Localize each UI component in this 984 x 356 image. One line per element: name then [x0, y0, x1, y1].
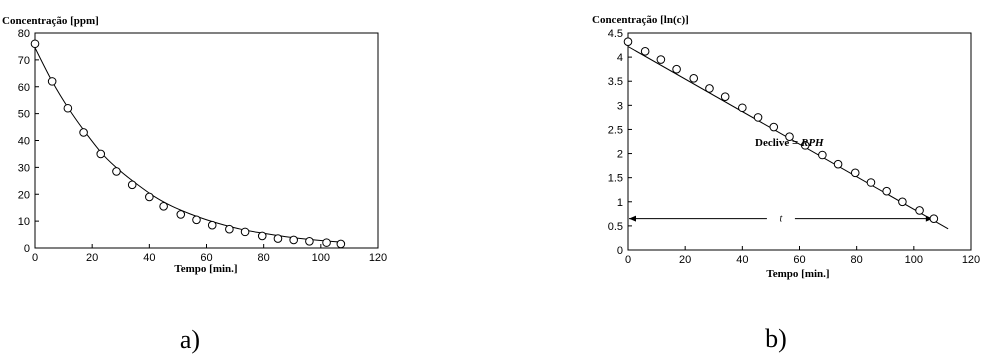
data-point: [705, 84, 714, 93]
data-point: [336, 239, 346, 249]
panel-b-slope-annotation: Declive = RPH: [755, 137, 824, 149]
arrow-right-icon: [925, 215, 933, 222]
data-point: [850, 168, 860, 178]
y-tick-label: 80: [18, 28, 30, 40]
y-tick-label: 2.5: [608, 124, 623, 136]
y-tick-label: 40: [18, 136, 30, 148]
y-tick-label: 0: [617, 245, 623, 257]
data-point: [322, 238, 331, 247]
y-tick-label: 20: [18, 189, 30, 201]
y-tick-label: 10: [18, 216, 30, 228]
x-tick-label: 120: [369, 252, 387, 264]
y-tick-label: 3.5: [608, 76, 623, 88]
y-tick-label: 2: [617, 149, 623, 161]
panel-b-y-axis: 0 0.5 1 1.5 2 2.5 3 3.5 4 4.5: [608, 28, 632, 257]
panel-b-interval-arrow: t: [629, 214, 933, 225]
data-point: [257, 231, 267, 241]
data-point: [47, 77, 57, 86]
x-tick-label: 60: [793, 254, 805, 266]
x-tick-label: 80: [851, 254, 863, 266]
panel-b-caption: b): [765, 324, 787, 353]
data-point: [96, 149, 106, 159]
data-point: [192, 215, 201, 225]
x-tick-label: 80: [258, 252, 270, 264]
data-point: [159, 202, 168, 211]
data-point: [689, 74, 699, 83]
y-tick-label: 3: [617, 100, 623, 112]
panel-a-x-label: Tempo [min.]: [174, 263, 237, 275]
x-tick-label: 100: [312, 252, 330, 264]
y-tick-label: 0: [24, 243, 30, 255]
data-point: [305, 236, 314, 246]
x-tick-label: 20: [86, 252, 98, 264]
slope-prefix: Declive =: [755, 137, 801, 149]
y-tick-label: 1: [617, 197, 623, 209]
panel-b-title: Concentração [ln(c)]: [592, 14, 689, 26]
x-tick-label: 40: [736, 254, 748, 266]
panel-a-x-axis: 0 20 40 60 80 100 120: [32, 244, 387, 264]
data-point: [79, 128, 88, 137]
panel-a-chart: Concentração [ppm] 0 20 40 60 80 100 120 0 10 20…: [2, 15, 387, 354]
x-tick-label: 20: [679, 254, 691, 266]
data-point: [112, 167, 121, 176]
y-tick-label: 60: [18, 82, 30, 94]
data-point: [769, 122, 779, 132]
y-tick-label: 4.5: [608, 28, 623, 40]
y-tick-label: 4: [617, 52, 623, 64]
panel-a-fit-curve: [34, 47, 341, 243]
data-point: [915, 206, 924, 215]
data-point: [833, 159, 843, 169]
data-point: [929, 214, 939, 223]
data-point: [289, 235, 298, 245]
panel-b-x-label: Tempo [min.]: [766, 268, 829, 280]
data-point: [882, 186, 891, 196]
data-point: [176, 210, 186, 219]
x-tick-label: 0: [32, 252, 38, 264]
y-tick-label: 30: [18, 162, 30, 174]
panel-b-x-axis: 0 20 40 60 80 100 120: [625, 246, 980, 266]
data-point: [127, 180, 137, 190]
interval-label: t: [780, 214, 783, 225]
panel-a-title: Concentração [ppm]: [2, 15, 99, 27]
y-tick-label: 0.5: [608, 221, 623, 233]
data-point: [145, 192, 154, 202]
arrow-left-icon: [629, 215, 636, 222]
data-point: [818, 150, 827, 160]
x-tick-label: 100: [905, 254, 923, 266]
y-tick-label: 70: [18, 55, 30, 67]
data-point: [273, 234, 283, 243]
x-tick-label: 60: [200, 252, 212, 264]
panel-a-y-axis: 0 10 20 30 40 50 60 70 80: [18, 28, 39, 255]
panel-b-chart: Concentração [ln(c)] 0 20 40 60 80 100 120 0 0.…: [592, 14, 980, 353]
data-point: [866, 178, 876, 187]
data-point: [63, 103, 73, 113]
data-point: [207, 220, 217, 230]
y-tick-label: 50: [18, 109, 30, 121]
data-point: [785, 132, 794, 141]
data-point: [720, 92, 730, 101]
panel-a-data-points: [30, 39, 346, 249]
data-point: [240, 227, 250, 237]
x-tick-label: 120: [962, 254, 980, 266]
panel-a-plot-frame: [34, 32, 379, 249]
y-tick-label: 1.5: [608, 173, 623, 185]
data-point: [800, 141, 810, 150]
slope-value: RPH: [800, 137, 824, 149]
panel-a-caption: a): [180, 325, 200, 354]
data-point: [623, 37, 633, 46]
data-point: [640, 47, 650, 56]
x-tick-label: 40: [143, 252, 155, 264]
data-point: [30, 39, 40, 49]
panel-b-data-points: [623, 37, 939, 223]
data-point: [753, 113, 763, 122]
x-tick-label: 0: [625, 254, 631, 266]
data-point: [672, 64, 681, 74]
data-point: [656, 55, 666, 64]
data-point: [738, 103, 747, 113]
data-point: [898, 197, 907, 207]
data-point: [225, 224, 234, 234]
